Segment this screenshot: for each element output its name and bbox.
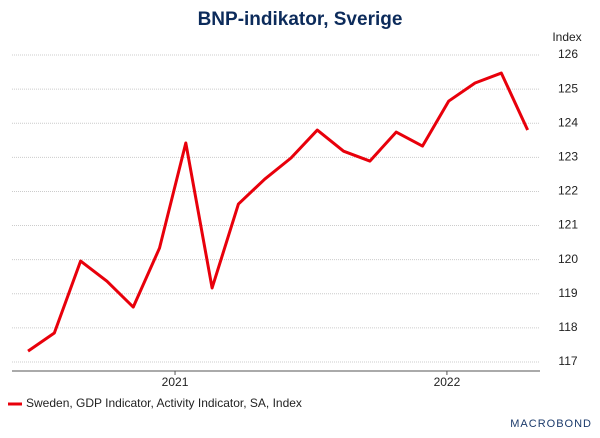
logo: MACROBOND <box>510 418 592 430</box>
y-tick-label: 123 <box>558 150 578 164</box>
series-line <box>27 71 530 353</box>
y-tick-label: 119 <box>558 286 577 300</box>
x-tick-label: 2021 <box>162 375 189 389</box>
y-tick-label: 118 <box>558 320 577 334</box>
y-tick-label: 124 <box>558 115 578 129</box>
y-tick-label: 120 <box>558 252 578 266</box>
x-tick-label: 2022 <box>434 375 461 389</box>
legend-label: Sweden, GDP Indicator, Activity Indicato… <box>26 396 302 410</box>
y-tick-label: 117 <box>558 354 577 368</box>
y-tick-label: 121 <box>558 218 578 232</box>
y-tick-label: 122 <box>558 184 578 198</box>
chart-title: BNP-indikator, Sverige <box>198 9 403 30</box>
y-tick-label: 125 <box>558 81 578 95</box>
y-tick-label: 126 <box>558 47 578 61</box>
y-axis-label: Index <box>552 30 581 44</box>
